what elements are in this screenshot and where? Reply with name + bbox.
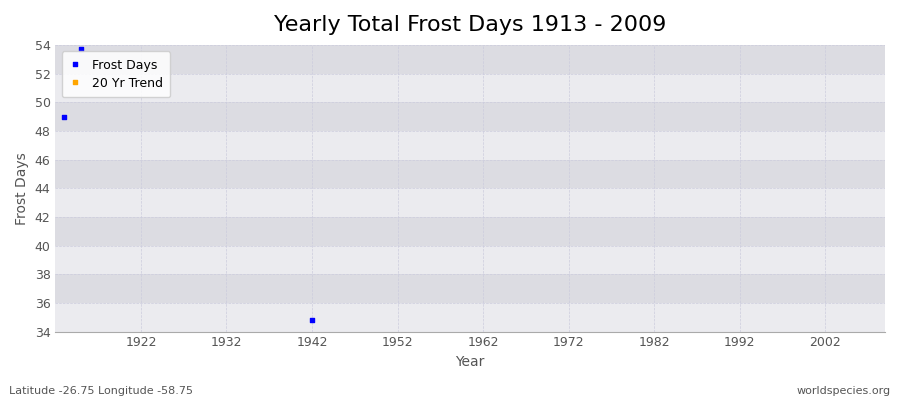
Frost Days: [74, 46, 88, 52]
Bar: [56, 246, 885, 274]
Frost Days: [57, 113, 71, 120]
Bar: [56, 131, 885, 160]
X-axis label: Year: Year: [455, 355, 485, 369]
Bar: [56, 303, 885, 332]
Y-axis label: Frost Days: Frost Days: [15, 152, 29, 225]
Bar: [56, 74, 885, 102]
Text: worldspecies.org: worldspecies.org: [796, 386, 891, 396]
Bar: [56, 160, 885, 188]
Bar: [56, 217, 885, 246]
Bar: [56, 274, 885, 303]
Bar: [56, 102, 885, 131]
Title: Yearly Total Frost Days 1913 - 2009: Yearly Total Frost Days 1913 - 2009: [274, 15, 666, 35]
Bar: [56, 45, 885, 74]
Bar: [56, 188, 885, 217]
Text: Latitude -26.75 Longitude -58.75: Latitude -26.75 Longitude -58.75: [9, 386, 193, 396]
Frost Days: [305, 317, 320, 323]
Legend: Frost Days, 20 Yr Trend: Frost Days, 20 Yr Trend: [62, 51, 170, 97]
